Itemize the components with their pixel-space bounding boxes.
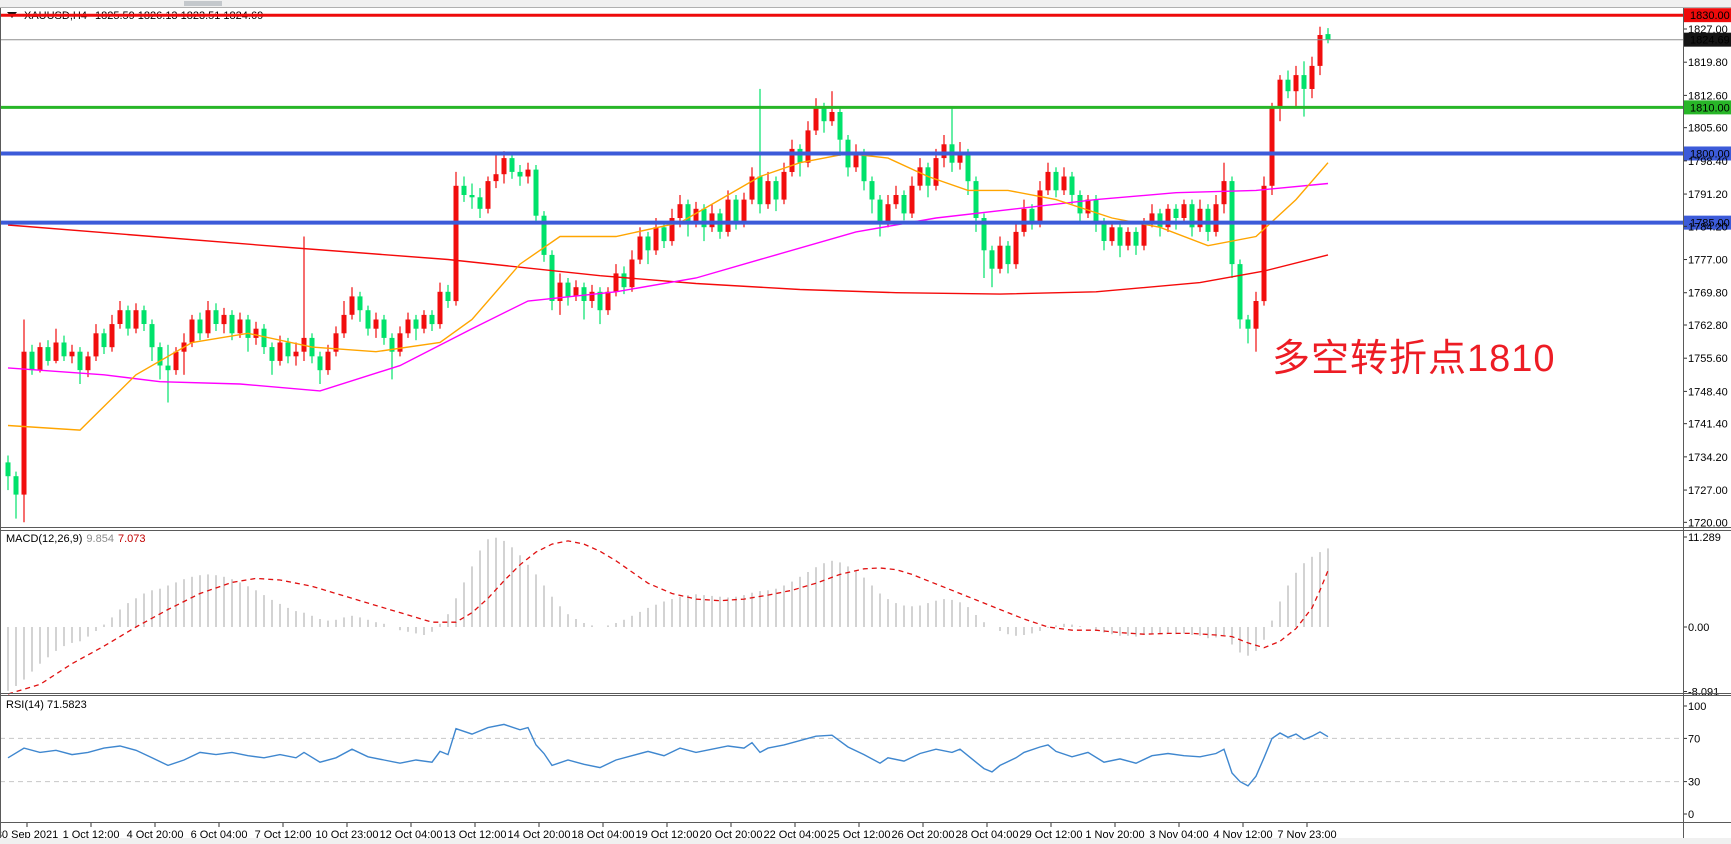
ma-orange-line bbox=[7, 152, 1329, 431]
svg-text:1830.00: 1830.00 bbox=[1690, 10, 1730, 22]
candles bbox=[5, 26, 1331, 523]
svg-text:1827.00: 1827.00 bbox=[1688, 24, 1728, 36]
hline-1785.00[interactable]: 1785.00 bbox=[0, 215, 1731, 230]
svg-text:0.00: 0.00 bbox=[1688, 622, 1709, 634]
svg-text:1798.40: 1798.40 bbox=[1688, 156, 1728, 168]
rsi-indicator-label: RSI(14) 71.5823 bbox=[6, 699, 87, 711]
hline-1830.00[interactable]: 1830.00 bbox=[0, 8, 1731, 23]
svg-text:-8.091: -8.091 bbox=[1688, 687, 1719, 699]
svg-text:1769.80: 1769.80 bbox=[1688, 288, 1728, 300]
svg-text:1727.00: 1727.00 bbox=[1688, 485, 1728, 497]
top-strip bbox=[0, 0, 1731, 7]
hline-1810.00[interactable]: 1810.00 bbox=[0, 100, 1731, 115]
svg-text:1805.60: 1805.60 bbox=[1688, 123, 1728, 135]
svg-text:1819.80: 1819.80 bbox=[1688, 57, 1728, 69]
macd-signal-value: 7.073 bbox=[117, 533, 146, 545]
hline-1800.00[interactable]: 1800.00 bbox=[0, 146, 1731, 161]
svg-text:0: 0 bbox=[1688, 809, 1694, 821]
top-scroll-handle[interactable] bbox=[184, 1, 222, 6]
macd-name: MACD(12,26,9) bbox=[6, 533, 83, 545]
svg-text:1800.00: 1800.00 bbox=[1690, 148, 1730, 160]
svg-text:100: 100 bbox=[1688, 701, 1706, 713]
svg-text:30: 30 bbox=[1688, 777, 1700, 789]
svg-text:1784.20: 1784.20 bbox=[1688, 221, 1728, 233]
macd-main-value: 9.854 bbox=[86, 533, 114, 545]
rsi-axis-labels: 100 70 30 0 bbox=[1683, 701, 1706, 821]
macd-signal-line bbox=[7, 540, 1329, 695]
svg-text:1755.60: 1755.60 bbox=[1688, 353, 1728, 365]
price-axis-ticks: 1827.00 1819.80 1812.60 1805.60 1798.40 1791.… bbox=[1683, 24, 1728, 529]
svg-text:1791.20: 1791.20 bbox=[1688, 189, 1728, 201]
ma-red-line bbox=[7, 224, 1329, 295]
svg-text:1748.40: 1748.40 bbox=[1688, 386, 1728, 398]
current-price-line: 1824.69 bbox=[0, 32, 1731, 47]
svg-text:1762.80: 1762.80 bbox=[1688, 320, 1728, 332]
svg-text:1785.00: 1785.00 bbox=[1690, 218, 1730, 230]
svg-text:1720.00: 1720.00 bbox=[1688, 517, 1728, 529]
macd-indicator-label: MACD(12,26,9) 9.854 7.073 bbox=[6, 533, 145, 545]
svg-text:1734.20: 1734.20 bbox=[1688, 452, 1728, 464]
macd-histogram bbox=[7, 537, 1329, 691]
svg-text:1812.60: 1812.60 bbox=[1688, 90, 1728, 102]
macd-axis-labels: 11.289 0.00 -8.091 bbox=[1683, 532, 1721, 699]
chart-graphics-layer bbox=[0, 26, 1683, 787]
svg-text:1777.00: 1777.00 bbox=[1688, 255, 1728, 267]
rsi-line bbox=[7, 723, 1329, 787]
svg-text:1810.00: 1810.00 bbox=[1690, 102, 1730, 114]
svg-text:1824.69: 1824.69 bbox=[1690, 35, 1730, 47]
rsi-value: 71.5823 bbox=[46, 699, 87, 711]
rsi-name: RSI(14) bbox=[6, 699, 44, 711]
svg-text:11.289: 11.289 bbox=[1688, 532, 1721, 544]
chart-text-annotation[interactable]: 多空转折点1810 bbox=[1272, 338, 1556, 380]
bottom-strip bbox=[0, 838, 1731, 844]
ma-magenta-line bbox=[7, 182, 1329, 392]
svg-text:1741.40: 1741.40 bbox=[1688, 419, 1728, 431]
svg-text:70: 70 bbox=[1688, 733, 1700, 745]
